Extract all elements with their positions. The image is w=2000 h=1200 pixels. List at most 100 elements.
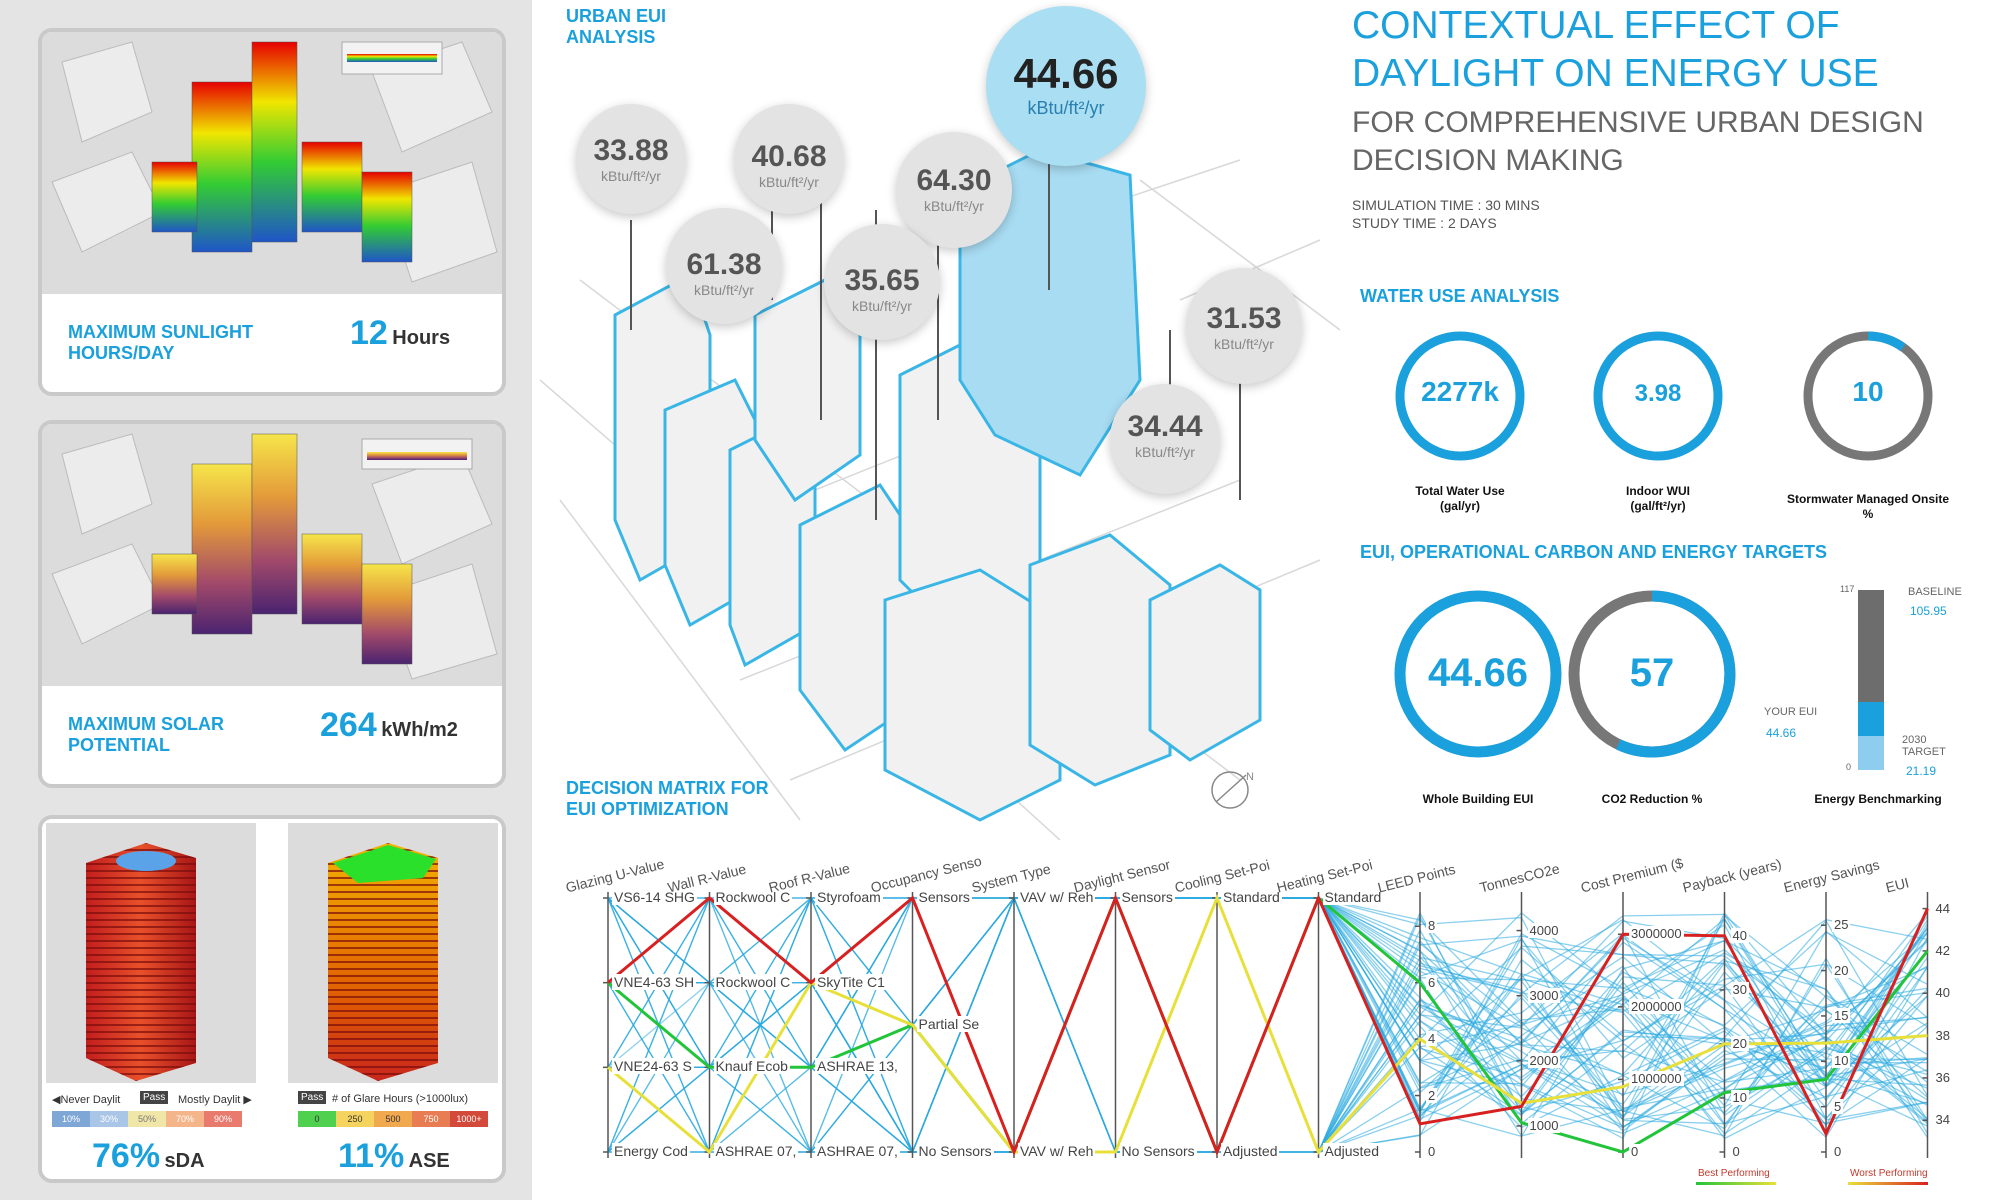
eui-bubble: 34.44 kBtu/ft²/yr: [1110, 384, 1220, 494]
water-ring-1: [1395, 331, 1525, 461]
co2-value: 57: [1629, 651, 1675, 695]
ase-legend-cell: 500: [374, 1111, 412, 1127]
ase-value: 11%: [338, 1137, 405, 1175]
sda-legend-cell: 70%: [166, 1111, 204, 1127]
solar-unit: kWh/m2: [381, 719, 458, 741]
sda-legend-cell: 30%: [90, 1111, 128, 1127]
eui-bubble-unit: kBtu/ft²/yr: [1027, 98, 1105, 118]
bench-your-value: 44.66: [1766, 726, 1797, 740]
daylight-card: ◀Never Daylit Pass Mostly Daylit ▶ 10% 3…: [38, 815, 506, 1183]
water-ring-label-line: Stormwater Managed Onsite: [1786, 492, 1950, 506]
sim-time: SIMULATION TIME : 30 MINS: [1352, 197, 1540, 213]
eui-bubble-unit: kBtu/ft²/yr: [694, 282, 754, 298]
sda-legend-cell: 50%: [128, 1111, 166, 1127]
sda-value-group: 76% sDA: [92, 1137, 205, 1176]
eui-bubble-value: 40.68: [751, 140, 827, 173]
solar-render: [42, 424, 502, 686]
solar-label: MAXIMUM SOLAR POTENTIAL: [68, 714, 224, 755]
water-ring-value: 2277k: [1421, 376, 1499, 407]
water-ring-value: 10: [1852, 376, 1884, 407]
bench-your-label: YOUR EUI: [1764, 706, 1818, 718]
svg-text:N: N: [1246, 771, 1254, 783]
worst-legend-swatch: [1848, 1182, 1928, 1185]
bench-target-label1: 2030: [1902, 734, 1927, 746]
sunlight-card: MAXIMUM SUNLIGHT HOURS/DAY 12 Hours: [38, 28, 506, 396]
solar-value-group: 264 kWh/m2: [320, 706, 458, 745]
water-title: WATER USE ANALYSIS: [1360, 286, 1560, 306]
eui-targets-title: EUI, OPERATIONAL CARBON AND ENERGY TARGE…: [1360, 542, 1828, 562]
eui-bubble: 61.38 kBtu/ft²/yr: [666, 208, 782, 324]
water-ring-label-line: %: [1862, 507, 1874, 521]
whole-eui-ring: [1394, 590, 1562, 758]
page-subtitle-line: DECISION MAKING: [1352, 144, 1624, 177]
sda-legend-mostly: Mostly Daylit ▶: [178, 1094, 252, 1106]
bench-bottom: 0: [1846, 762, 1852, 772]
eui-bubble-value: 34.44: [1127, 410, 1203, 443]
water-ring-2: [1593, 331, 1723, 461]
ase-unit: ASE: [408, 1150, 450, 1172]
ase-legend-cell: 0: [298, 1111, 336, 1127]
whole-eui-value: 44.66: [1427, 651, 1529, 695]
bench-target-label2: TARGET: [1902, 746, 1946, 758]
urban-city-drawing: N: [540, 148, 1340, 840]
eui-bubble-value: 44.66: [1013, 50, 1119, 97]
sda-unit: sDA: [164, 1150, 205, 1172]
eui-bubble-unit: kBtu/ft²/yr: [852, 298, 912, 314]
co2-label: CO2 Reduction %: [1601, 792, 1703, 806]
water-ring-value: 3.98: [1634, 380, 1682, 407]
whole-eui-label: Whole Building EUI: [1422, 792, 1534, 806]
sda-legend-cell: 90%: [204, 1111, 242, 1127]
eui-bubble-highlight: 44.66 kBtu/ft²/yr: [986, 6, 1146, 166]
ase-legend-title: # of Glare Hours (>1000lux): [332, 1093, 469, 1105]
water-ring-label: Indoor WUI (gal/ft²/yr): [1588, 484, 1728, 514]
ase-legend-bar: 0 250 500 750 1000+: [298, 1111, 488, 1127]
left-panel: MAXIMUM SUNLIGHT HOURS/DAY 12 Hours: [0, 0, 532, 1200]
eui-bubble-value: 61.38: [686, 248, 762, 281]
worst-legend-label: Worst Performing: [1850, 1168, 1928, 1179]
eui-bubble-value: 64.30: [916, 164, 992, 197]
eui-bubble-unit: kBtu/ft²/yr: [601, 168, 661, 184]
water-ring-label-line: (gal/yr): [1439, 499, 1480, 513]
bench-top: 117: [1840, 584, 1855, 594]
bench-target-value: 21.19: [1906, 764, 1937, 778]
solar-value: 264: [320, 706, 377, 744]
page-title-line: DAYLIGHT ON ENERGY USE: [1352, 52, 1879, 95]
bench-bar: [1858, 590, 1884, 770]
matrix-title: DECISION MATRIX FOR EUI OPTIMIZATION: [566, 778, 769, 819]
ase-legend-pass: Pass: [298, 1091, 327, 1104]
sda-legend-pass: Pass: [140, 1091, 169, 1104]
sunlight-value: 12: [350, 314, 388, 352]
bench-label: Energy Benchmarking: [1814, 792, 1942, 806]
ase-value-group: 11% ASE: [338, 1137, 450, 1176]
water-rings: [1395, 331, 1933, 461]
pc-highlight-line: [607, 893, 1929, 1157]
water-ring-label-line: Indoor WUI: [1626, 484, 1690, 498]
co2-ring-arc: [1615, 590, 1736, 758]
study-time: STUDY TIME : 2 DAYS: [1352, 215, 1497, 231]
eui-bubble: 64.30 kBtu/ft²/yr: [896, 132, 1012, 248]
ase-legend-cell: 1000+: [450, 1111, 488, 1127]
sunlight-render: [42, 32, 502, 294]
eui-bubble-unit: kBtu/ft²/yr: [1214, 336, 1274, 352]
ase-render: [288, 823, 498, 1083]
sunlight-unit: Hours: [392, 327, 451, 349]
urban-eui-title: URBAN EUI ANALYSIS: [566, 6, 667, 47]
best-legend-label: Best Performing: [1698, 1168, 1770, 1179]
sda-render: [46, 823, 256, 1083]
bench-baseline-value: 105.95: [1910, 604, 1947, 618]
water-ring-label: Total Water Use (gal/yr): [1390, 484, 1530, 514]
solar-card: MAXIMUM SOLAR POTENTIAL 264 kWh/m2: [38, 420, 506, 788]
sda-legend-never: ◀Never Daylit: [52, 1094, 121, 1106]
sunlight-value-group: 12 Hours: [350, 314, 450, 353]
eui-bubble-unit: kBtu/ft²/yr: [1135, 444, 1195, 460]
ase-legend-cell: 750: [412, 1111, 450, 1127]
water-ring-3: [1803, 331, 1933, 461]
page-title: CONTEXTUAL EFFECT OF DAYLIGHT ON ENERGY …: [1352, 2, 1879, 98]
bench-baseline-label: BASELINE: [1908, 586, 1962, 598]
page-title-line: CONTEXTUAL EFFECT OF: [1352, 4, 1840, 47]
bench-target-fill: [1858, 736, 1884, 770]
eui-bubble: 40.68 kBtu/ft²/yr: [734, 104, 844, 214]
eui-bubble: 33.88 kBtu/ft²/yr: [576, 104, 686, 214]
sunlight-label: MAXIMUM SUNLIGHT HOURS/DAY: [68, 322, 253, 363]
eui-rings: [1394, 590, 1736, 758]
